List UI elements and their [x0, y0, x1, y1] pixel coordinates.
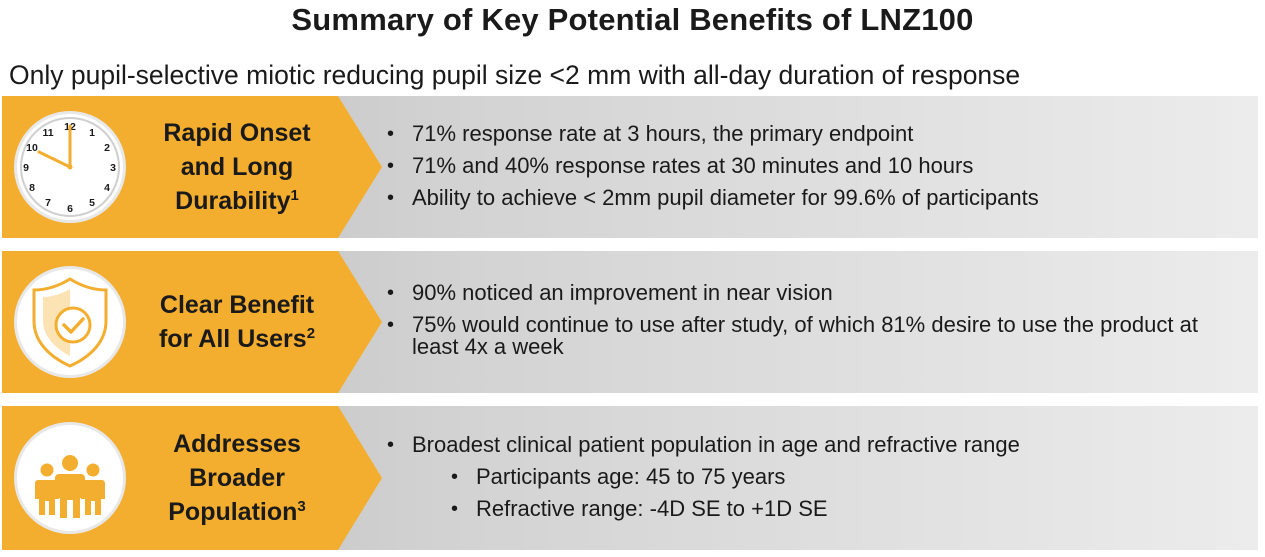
benefit-row-clear-benefit: Clear Benefit for All Users2 90% noticed…: [2, 251, 1258, 393]
clock-number: 11: [42, 127, 53, 139]
heading-line: Population: [168, 498, 298, 526]
benefit-bullets: 90% noticed an improvement in near visio…: [384, 277, 1228, 363]
sub-bullet-item: Refractive range: -4D SE to +1D SE: [384, 493, 1228, 525]
page-subtitle: Only pupil-selective miotic reducing pup…: [9, 60, 1021, 90]
bullet-item: 75% would continue to use after study, o…: [384, 309, 1228, 363]
clock-number: 9: [23, 162, 29, 174]
clock-number: 7: [45, 197, 51, 209]
shield-check-icon: [32, 277, 108, 368]
benefit-row-broader-population: Addresses Broader Population3 Broadest c…: [2, 406, 1258, 550]
clock-number: 3: [110, 162, 116, 174]
clock-number: 4: [104, 182, 110, 194]
footnote-marker: 1: [290, 187, 299, 204]
icon-circle: 12 1 2 3 4 5 6 7 8 9 10 11: [14, 111, 126, 223]
clock-number: 1: [89, 127, 95, 139]
heading-line: Addresses: [173, 430, 301, 458]
benefit-heading: Clear Benefit for All Users2: [132, 288, 342, 356]
clock-number: 6: [67, 203, 73, 215]
clock-number: 10: [26, 142, 38, 154]
sub-bullet-item: Participants age: 45 to 75 years: [384, 461, 1228, 493]
heading-line: for All Users: [158, 325, 307, 353]
clock-number: 8: [29, 182, 35, 194]
heading-line: Durability: [175, 187, 291, 215]
heading-line: and Long: [180, 153, 294, 181]
icon-circle: [14, 422, 126, 534]
page-title: Summary of Key Potential Benefits of LNZ…: [291, 2, 974, 37]
benefit-bullets: 71% response rate at 3 hours, the primar…: [384, 118, 1228, 214]
footnote-marker: 2: [306, 325, 316, 342]
icon-circle: [14, 266, 126, 378]
bullet-item: Ability to achieve < 2mm pupil diameter …: [384, 182, 1228, 214]
bullet-item: Broadest clinical patient population in …: [384, 429, 1228, 461]
heading-line: Rapid Onset: [163, 119, 311, 147]
heading-line: Broader: [189, 464, 285, 492]
clock-number: 5: [89, 197, 95, 209]
benefit-heading: Rapid Onset and Long Durability1: [132, 116, 342, 218]
clock-icon: 12 1 2 3 4 5 6 7 8 9 10 11: [20, 117, 120, 217]
people-group-icon: [35, 455, 105, 518]
benefit-row-rapid-onset: 12 1 2 3 4 5 6 7 8 9 10 11 Rapid Onset a…: [2, 96, 1258, 238]
benefit-bullets: Broadest clinical patient population in …: [384, 429, 1228, 525]
bullet-item: 71% and 40% response rates at 30 minutes…: [384, 150, 1228, 182]
benefit-heading: Addresses Broader Population3: [132, 427, 342, 529]
clock-number: 2: [104, 142, 110, 154]
footnote-marker: 3: [297, 498, 306, 515]
heading-line: Clear Benefit: [159, 291, 315, 319]
bullet-item: 90% noticed an improvement in near visio…: [384, 277, 1228, 309]
bullet-item: 71% response rate at 3 hours, the primar…: [384, 118, 1228, 150]
